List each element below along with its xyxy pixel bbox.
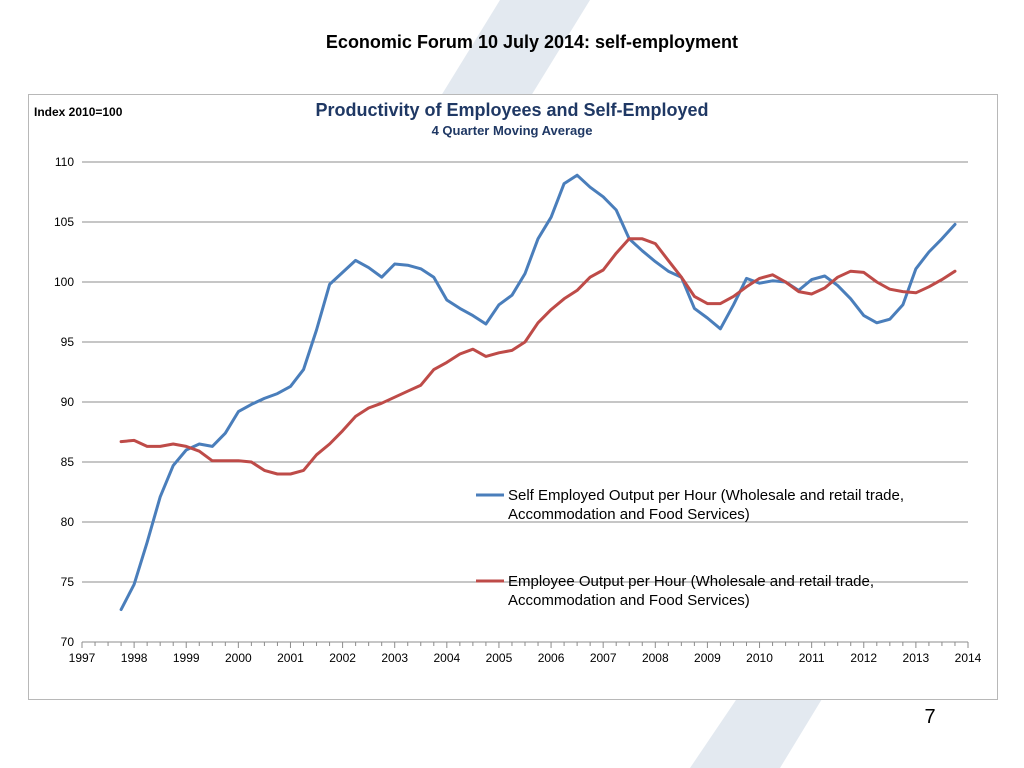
x-tick-label: 2005 xyxy=(486,651,513,665)
chart-title: Productivity of Employees and Self-Emplo… xyxy=(315,100,708,120)
x-tick-label: 2011 xyxy=(799,651,825,665)
y-tick-label: 105 xyxy=(54,215,74,229)
y-tick-label: 110 xyxy=(55,155,74,169)
legend-label: Self Employed Output per Hour (Wholesale… xyxy=(508,487,904,523)
x-tick-label: 1999 xyxy=(173,651,200,665)
y-tick-label: 95 xyxy=(61,335,75,349)
chart-subtitle: 4 Quarter Moving Average xyxy=(432,123,593,138)
y-tick-label: 75 xyxy=(61,575,75,589)
legend-item-employee: Employee Output per Hour (Wholesale and … xyxy=(476,573,874,609)
y-axis-label: Index 2010=100 xyxy=(34,105,123,119)
legend: Self Employed Output per Hour (Wholesale… xyxy=(476,487,904,609)
x-tick-label: 2008 xyxy=(642,651,669,665)
y-tick-label: 90 xyxy=(61,395,75,409)
page-number: 7 xyxy=(924,706,936,728)
y-tick-label: 80 xyxy=(61,515,75,529)
x-tick-label: 2002 xyxy=(329,651,356,665)
series-line-self-employed xyxy=(119,173,957,612)
x-tick-label: 2013 xyxy=(903,651,930,665)
legend-item-self-employed: Self Employed Output per Hour (Wholesale… xyxy=(476,487,904,523)
x-tick-label: 2001 xyxy=(277,651,304,665)
x-tick-label: 2004 xyxy=(433,651,460,665)
line-chart: 70 75 80 85 90 95 100 105 110 1997 1998 1999 2000 200… xyxy=(34,100,982,665)
y-tick-label: 85 xyxy=(61,455,75,469)
x-tick-label: 2010 xyxy=(746,651,773,665)
x-tick-label: 1997 xyxy=(69,651,96,665)
axes: 70 75 80 85 90 95 100 105 110 1997 1998 1999 2000 200… xyxy=(54,155,982,665)
chart-frame xyxy=(28,94,998,700)
x-tick-label: 2006 xyxy=(538,651,565,665)
x-tick-label: 2009 xyxy=(694,651,721,665)
slide-title: Economic Forum 10 July 2014: self-employ… xyxy=(325,32,739,52)
legend-label: Employee Output per Hour (Wholesale and … xyxy=(508,573,874,609)
x-tick-label: 2007 xyxy=(590,651,617,665)
x-tick-label: 2000 xyxy=(225,651,252,665)
y-tick-label: 100 xyxy=(54,275,74,289)
y-tick-label: 70 xyxy=(61,635,75,649)
x-tick-label: 2003 xyxy=(381,651,408,665)
series-line-employee xyxy=(119,237,957,476)
x-tick-label: 1998 xyxy=(121,651,148,665)
series-lines xyxy=(119,173,957,612)
x-tick-label: 2014 xyxy=(955,651,982,665)
x-tick-label: 2012 xyxy=(850,651,877,665)
